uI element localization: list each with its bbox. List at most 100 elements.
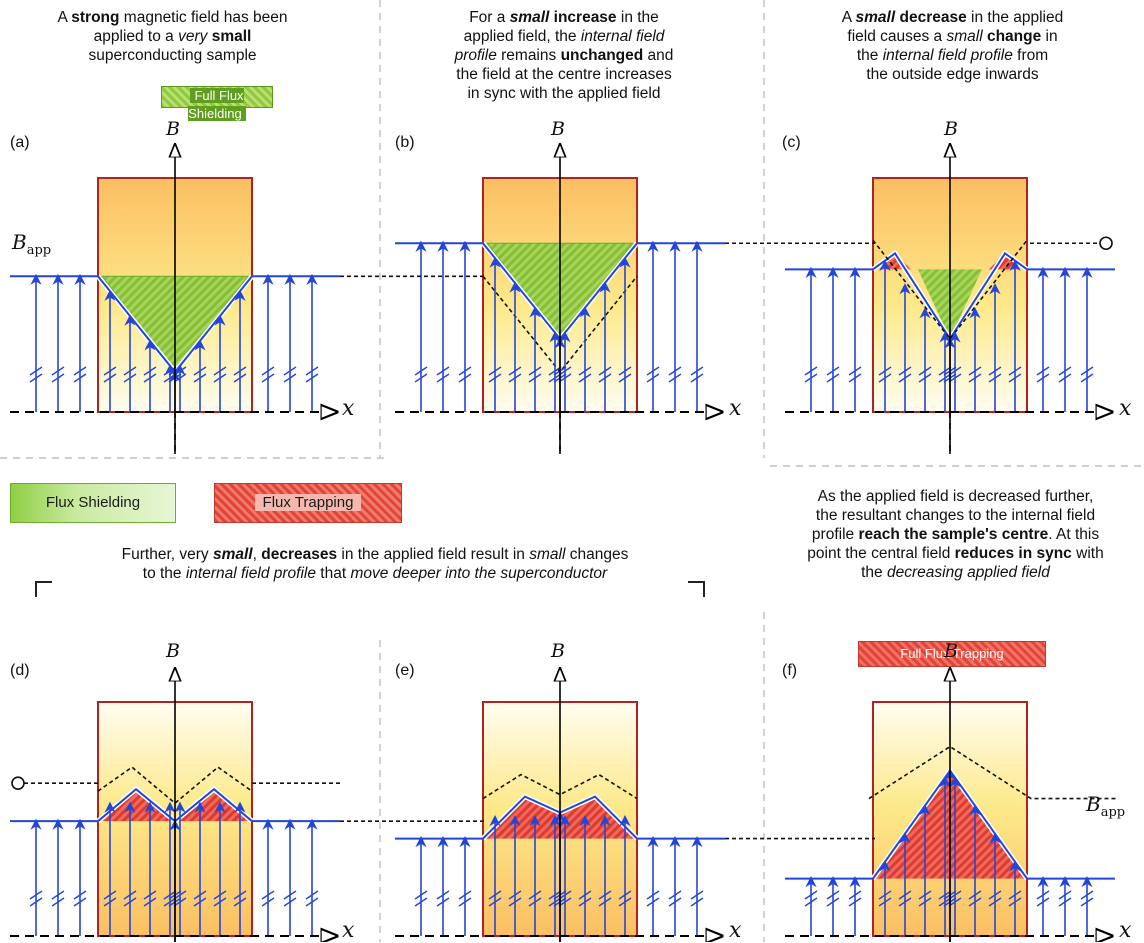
axis-x-label-a: x: [342, 396, 355, 421]
break-mark: [508, 366, 522, 383]
break-mark: [598, 366, 612, 383]
break-mark: [305, 366, 319, 383]
endpoint-marker: [1099, 236, 1113, 251]
bracket-right: [688, 581, 705, 597]
break-mark: [618, 890, 632, 907]
break-mark: [690, 366, 704, 383]
break-mark: [163, 890, 177, 907]
panel-label-d: (d): [10, 662, 30, 679]
break-mark: [646, 366, 660, 383]
break-mark: [73, 366, 87, 383]
caption-b: For a small increase in the applied field…: [454, 9, 674, 102]
break-mark: [968, 366, 982, 383]
break-mark: [1008, 366, 1022, 383]
caption-a: A strong magnetic field has been applied …: [57, 9, 288, 64]
break-mark: [1036, 366, 1050, 383]
break-mark: [173, 890, 187, 907]
break-mark: [143, 366, 157, 383]
break-mark: [305, 890, 319, 907]
endpoint-marker: [11, 776, 25, 790]
break-mark: [458, 890, 472, 907]
break-mark: [29, 366, 43, 383]
axis-b-label-f: B: [944, 640, 958, 662]
break-mark: [578, 890, 592, 907]
panel-a: [10, 146, 340, 454]
break-mark: [414, 366, 428, 383]
break-mark: [988, 890, 1002, 907]
panel-label-b: (b): [395, 134, 415, 151]
break-mark: [1058, 890, 1072, 907]
break-mark: [938, 366, 952, 383]
trapping-region: [101, 789, 249, 822]
break-mark: [598, 890, 612, 907]
break-mark: [918, 890, 932, 907]
break-mark: [578, 366, 592, 383]
break-mark: [690, 890, 704, 907]
break-mark: [261, 366, 275, 383]
panel-c: [785, 146, 1115, 454]
break-mark: [103, 890, 117, 907]
break-mark: [73, 890, 87, 907]
previous-profile: [482, 773, 638, 800]
break-mark: [1080, 890, 1094, 907]
break-mark: [898, 366, 912, 383]
break-mark: [646, 890, 660, 907]
break-mark: [804, 890, 818, 907]
caption-f: As the applied field is decreased furthe…: [807, 488, 1104, 581]
break-mark: [878, 890, 892, 907]
axis-b-label-b: B: [551, 118, 565, 140]
break-mark: [193, 366, 207, 383]
break-mark: [51, 366, 65, 383]
break-mark: [283, 366, 297, 383]
panel-label-f: (f): [782, 662, 798, 679]
break-mark: [988, 366, 1002, 383]
panel-label-a: (a): [10, 134, 30, 151]
axis-b-label-a: B: [166, 118, 180, 140]
panel-b: [395, 146, 725, 454]
panel-f: [785, 670, 1117, 942]
break-mark: [436, 890, 450, 907]
break-mark: [938, 890, 952, 907]
break-mark: [233, 366, 247, 383]
axis-x-label-e: x: [729, 918, 742, 943]
break-mark: [213, 366, 227, 383]
b-app-label-a: Bapp: [12, 230, 52, 258]
axis-x-label-f: x: [1119, 918, 1132, 943]
break-mark: [1080, 366, 1094, 383]
panel-label-e: (e): [395, 662, 415, 679]
full-flux-shielding-badge: Full Flux Shielding: [161, 86, 273, 121]
axis-b-label-d: B: [166, 640, 180, 662]
break-mark: [143, 890, 157, 907]
break-mark: [103, 366, 117, 383]
break-mark: [948, 890, 962, 907]
break-mark: [618, 366, 632, 383]
panels: [10, 146, 1117, 942]
break-mark: [123, 890, 137, 907]
break-mark: [898, 890, 912, 907]
panel-e: [395, 670, 725, 942]
break-mark: [558, 366, 572, 383]
break-mark: [826, 366, 840, 383]
break-mark: [826, 890, 840, 907]
break-mark: [458, 366, 472, 383]
break-mark: [123, 366, 137, 383]
break-mark: [1036, 890, 1050, 907]
axis-b-label-c: B: [944, 118, 958, 140]
break-mark: [558, 890, 572, 907]
full-flux-trapping-badge: Full Flux Trapping: [858, 641, 1046, 667]
break-mark: [213, 890, 227, 907]
panel-label-c: (c): [782, 134, 801, 151]
break-mark: [173, 366, 187, 383]
axis-b-label-e: B: [551, 640, 565, 662]
connector-lines: [11, 236, 1113, 840]
axis-x-label-d: x: [342, 918, 355, 943]
break-mark: [918, 366, 932, 383]
break-mark: [968, 890, 982, 907]
break-mark: [668, 366, 682, 383]
break-mark: [261, 890, 275, 907]
b-app-label-f: Bapp: [1086, 792, 1126, 820]
panel-d: [10, 670, 340, 942]
break-mark: [51, 890, 65, 907]
